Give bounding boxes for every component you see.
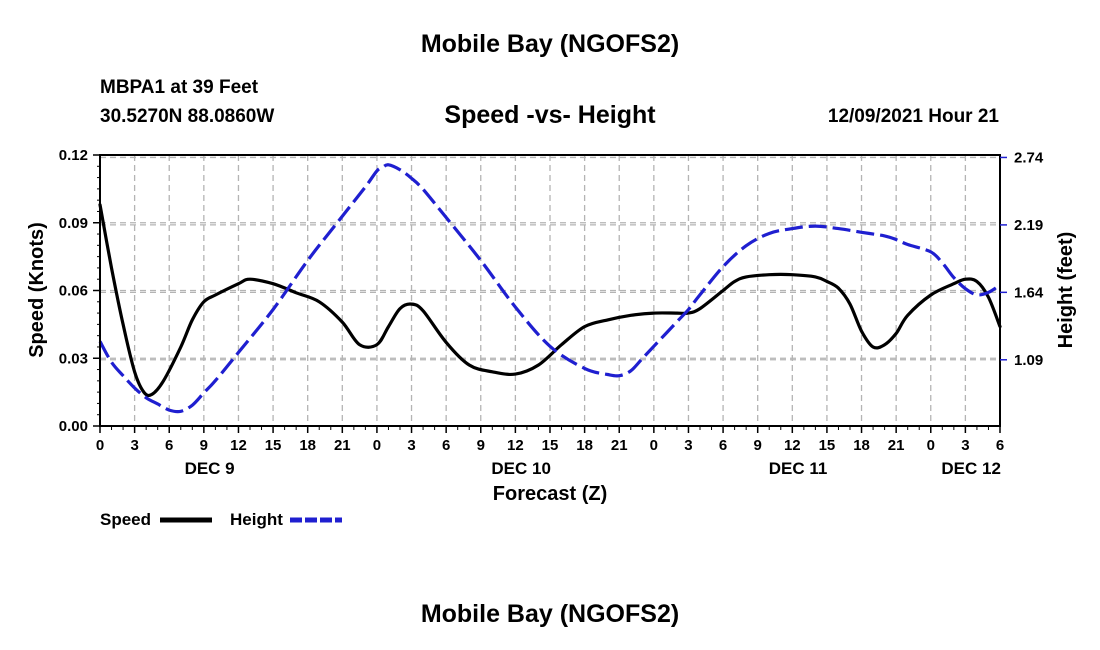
y-tick-label-right: 2.19 [1014,217,1043,234]
x-tick-label: 3 [130,437,138,454]
forecast-datetime: 12/09/2021 Hour 21 [827,106,999,127]
y-tick-label-left: 0.03 [59,350,88,367]
x-tick-label: 9 [754,437,762,454]
legend-label-height: Height [230,510,283,529]
series-line-speed [98,203,1002,398]
date-label: DEC 12 [941,459,1001,478]
x-tick-label: 3 [961,437,969,454]
x-tick-label: 0 [373,437,381,454]
date-label: DEC 10 [491,459,551,478]
x-tick-label: 6 [996,437,1004,454]
x-tick-label: 21 [611,437,628,454]
x-tick-label: 18 [576,437,593,454]
x-tick-label: 12 [230,437,247,454]
y-tick-label-left: 0.12 [59,147,88,164]
y-tick-label-left: 0.00 [59,418,88,435]
legend: Speed Height [100,510,342,529]
y-axis-title-left: Speed (Knots) [26,222,48,358]
y-tick-label-left: 0.06 [59,283,88,300]
legend-label-speed: Speed [100,510,151,529]
y-tick-label-right: 1.64 [1014,284,1044,301]
station-coordinates: 30.5270N 88.0860W [100,106,275,127]
x-tick-label: 6 [165,437,173,454]
x-tick-label: 15 [542,437,559,454]
x-tick-label: 18 [853,437,870,454]
y-axis-title-right: Height (feet) [1055,232,1077,349]
x-tick-label: 15 [819,437,836,454]
x-axis-title: Forecast (Z) [493,483,607,505]
x-tick-label: 3 [407,437,415,454]
series-line-height [98,163,1001,414]
y-tick-label-right: 1.09 [1014,352,1043,369]
page-title: Mobile Bay (NGOFS2) [420,30,680,58]
y-tick-label-left: 0.09 [59,215,88,232]
station-label: MBPA1 at 39 Feet [100,77,259,98]
x-tick-label: 15 [265,437,282,454]
x-tick-label: 21 [888,437,905,454]
series-layer [98,163,1002,414]
x-tick-label: 3 [684,437,692,454]
x-tick-label: 0 [927,437,935,454]
x-tick-label: 12 [507,437,524,454]
x-tick-label: 18 [299,437,316,454]
x-tick-label: 12 [784,437,801,454]
x-tick-label: 0 [96,437,104,454]
x-tick-label: 21 [334,437,351,454]
x-tick-label: 9 [200,437,208,454]
repeated-page-title: Mobile Bay (NGOFS2) [420,600,680,628]
y-tick-label-right: 2.74 [1014,149,1044,166]
axes: 0 3 6 9 12 15 18 21 0 3 6 9 12 15 18 21 0 3 6 9 12 15 18 21 0 3 6D… [59,147,1044,478]
grid [100,155,1000,426]
x-tick-label: 6 [719,437,727,454]
date-label: DEC 9 [185,459,235,478]
x-tick-label: 0 [650,437,658,454]
x-tick-label: 9 [477,437,485,454]
date-label: DEC 11 [769,459,828,478]
chart-subtitle: Speed -vs- Height [444,101,656,129]
x-tick-label: 6 [442,437,450,454]
